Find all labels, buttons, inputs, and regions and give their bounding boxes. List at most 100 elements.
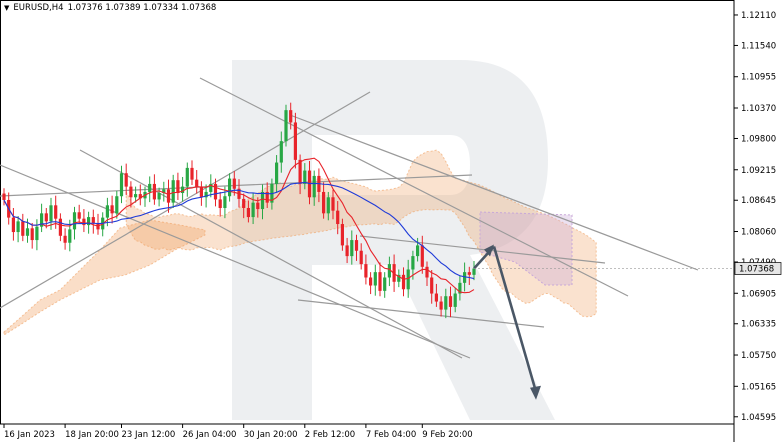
candle-body bbox=[2, 193, 6, 200]
candle-body bbox=[218, 199, 222, 208]
trendline bbox=[0, 174, 473, 197]
candle-body bbox=[134, 194, 138, 198]
candle-body bbox=[195, 179, 199, 187]
candle-body bbox=[105, 205, 109, 218]
candle-body bbox=[190, 167, 194, 180]
candle-body bbox=[256, 202, 260, 210]
ohlc-label: 1.07376 1.07389 1.07334 1.07368 bbox=[67, 3, 217, 13]
candle-body bbox=[420, 245, 424, 267]
candle-body bbox=[91, 217, 95, 224]
candle-body bbox=[129, 186, 133, 198]
x-tick-label: 7 Feb 04:00 bbox=[366, 430, 416, 440]
forecast-down-arrowhead bbox=[530, 385, 541, 400]
candle-body bbox=[430, 277, 434, 294]
candle-body bbox=[82, 218, 86, 226]
trendline bbox=[359, 235, 606, 264]
candle-body bbox=[176, 180, 180, 194]
y-tick-label: 1.12110 bbox=[741, 11, 776, 21]
candle-body bbox=[110, 205, 114, 214]
candle-body bbox=[232, 178, 236, 189]
candle-body bbox=[284, 110, 288, 142]
candle-body bbox=[340, 224, 344, 246]
candle-body bbox=[228, 178, 232, 197]
y-tick-label: 1.06335 bbox=[741, 320, 776, 330]
candle-body bbox=[322, 191, 326, 214]
candle-body bbox=[63, 235, 67, 243]
candle-body bbox=[58, 218, 62, 236]
candle-body bbox=[115, 196, 119, 214]
collapse-triangle-icon[interactable]: ▼ bbox=[4, 4, 10, 12]
x-tick-label: 2 Feb 12:00 bbox=[305, 430, 355, 440]
candle-body bbox=[397, 274, 401, 282]
candle-body bbox=[326, 197, 330, 214]
candle-body bbox=[444, 296, 448, 310]
candle-body bbox=[458, 282, 462, 294]
y-tick-label: 1.05750 bbox=[741, 351, 776, 361]
candle-body bbox=[293, 122, 297, 160]
y-tick-label: 1.10370 bbox=[741, 104, 776, 114]
candle-body bbox=[242, 198, 246, 208]
y-tick-label: 1.04595 bbox=[741, 413, 776, 423]
candle-body bbox=[359, 250, 363, 265]
y-tick-label: 1.09800 bbox=[741, 134, 776, 144]
candle-body bbox=[350, 240, 354, 257]
candle-body bbox=[119, 173, 124, 197]
candle-body bbox=[275, 162, 279, 184]
cloud-segment bbox=[479, 211, 573, 286]
ichimoku-cloud bbox=[3, 149, 597, 336]
candle-body bbox=[439, 301, 443, 310]
candle-body bbox=[223, 196, 227, 208]
candle-body bbox=[181, 186, 185, 194]
y-tick-label: 1.09215 bbox=[741, 166, 776, 176]
candle-body bbox=[401, 274, 406, 290]
x-tick-label: 9 Feb 20:00 bbox=[422, 430, 472, 440]
candle-body bbox=[157, 193, 161, 200]
candle-body bbox=[369, 277, 373, 286]
candle-body bbox=[35, 226, 39, 241]
candle-body bbox=[383, 277, 387, 291]
forecast-arrows bbox=[473, 244, 541, 400]
trendline bbox=[79, 149, 463, 359]
x-tick-label: 30 Jan 20:00 bbox=[244, 430, 298, 440]
candle-body bbox=[289, 110, 293, 123]
price-badge bbox=[734, 262, 782, 275]
candle-body bbox=[434, 293, 438, 302]
candle-body bbox=[453, 293, 457, 307]
candle-body bbox=[40, 213, 44, 227]
candle-body bbox=[279, 141, 283, 163]
symbol-label: EURUSD,H4 bbox=[13, 3, 64, 13]
candle-body bbox=[251, 202, 255, 218]
candle-body bbox=[406, 269, 410, 290]
candle-body bbox=[21, 221, 25, 236]
candle-body bbox=[260, 191, 265, 210]
candle-body bbox=[11, 217, 15, 233]
candle-body bbox=[246, 207, 250, 218]
candle-body bbox=[392, 264, 396, 282]
candle-body bbox=[448, 296, 453, 307]
candle-body bbox=[364, 264, 368, 278]
candle-body bbox=[312, 175, 316, 198]
y-tick-label: 1.10955 bbox=[741, 73, 776, 83]
candle-body bbox=[213, 183, 218, 200]
candle-body bbox=[265, 191, 269, 203]
candle-body bbox=[166, 189, 171, 203]
candle-body bbox=[425, 266, 429, 278]
y-tick-label: 1.11540 bbox=[741, 41, 776, 51]
y-tick-label: 1.06905 bbox=[741, 289, 776, 299]
candle-body bbox=[77, 212, 81, 219]
candle-body bbox=[185, 167, 189, 187]
price-badge-label: 1.07368 bbox=[739, 265, 774, 275]
candle-body bbox=[124, 173, 128, 187]
candle-body bbox=[331, 197, 335, 211]
candle-body bbox=[209, 183, 213, 192]
forecast-down-arrow bbox=[492, 246, 538, 393]
trendline bbox=[289, 114, 699, 271]
candle-body bbox=[303, 170, 307, 184]
candle-body bbox=[345, 245, 349, 257]
candle-body bbox=[463, 272, 467, 283]
candle-body bbox=[162, 189, 166, 194]
candle-body bbox=[148, 183, 152, 192]
y-tick-label: 1.08645 bbox=[741, 196, 776, 206]
